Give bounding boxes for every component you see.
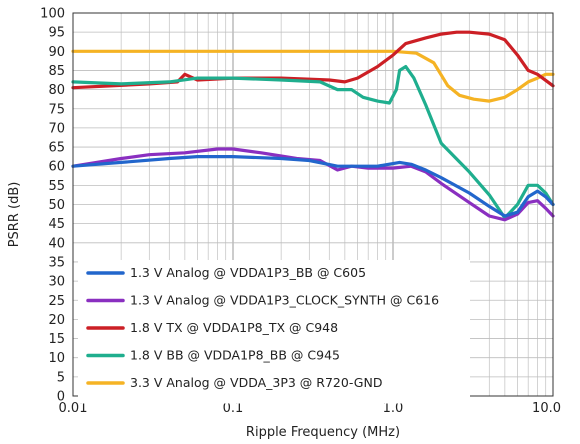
x-axis-label: Ripple Frequency (MHz) xyxy=(246,425,400,440)
y-tick-label: 20 xyxy=(48,313,65,328)
x-tick-label: 0.01 xyxy=(59,401,88,416)
legend-box xyxy=(78,260,470,404)
y-tick-label: 40 xyxy=(48,236,65,251)
y-tick-label: 35 xyxy=(48,255,65,270)
y-tick-label: 65 xyxy=(48,141,65,156)
x-tick-label: 10.0 xyxy=(532,401,561,416)
y-tick-label: 70 xyxy=(48,121,65,136)
series-line-5 xyxy=(71,49,555,103)
y-tick-label: 75 xyxy=(48,102,65,117)
legend-label: 1.8 V BB @ VDDA1P8_BB @ C945 xyxy=(130,348,340,363)
legend-label: 1.8 V TX @ VDDA1P8_TX @ C948 xyxy=(130,320,338,335)
series-line-4 xyxy=(71,65,555,220)
y-tick-label: 85 xyxy=(48,64,65,79)
x-tick-labels: 0.01 0.1 1.0 10.0 xyxy=(59,401,561,416)
y-tick-label: 5 xyxy=(57,370,65,385)
x-tick-label: 0.1 xyxy=(223,401,244,416)
y-tick-label: 15 xyxy=(48,332,65,347)
legend: 1.3 V Analog @ VDDA1P3_BB @ C605 1.3 V An… xyxy=(78,260,470,404)
y-tick-label: 95 xyxy=(48,26,65,41)
legend-label: 1.3 V Analog @ VDDA1P3_CLOCK_SYNTH @ C61… xyxy=(130,293,439,308)
y-tick-labels: 0 5 10 15 20 25 30 35 40 45 50 55 60 65 70 75 80 85 90 95 10… xyxy=(40,7,65,405)
y-tick-label: 50 xyxy=(48,198,65,213)
y-tick-label: 10 xyxy=(48,351,65,366)
y-axis-label: PSRR (dB) xyxy=(7,182,22,248)
y-tick-label: 55 xyxy=(48,179,65,194)
series-line-3 xyxy=(71,30,555,90)
series-line-1 xyxy=(71,155,555,218)
y-tick-label: 45 xyxy=(48,217,65,232)
x-tick-label: 1.0 xyxy=(383,401,404,416)
y-tick-label: 25 xyxy=(48,294,65,309)
y-tick-label: 0 xyxy=(57,390,65,405)
legend-label: 1.3 V Analog @ VDDA1P3_BB @ C605 xyxy=(130,265,366,280)
y-tick-label: 60 xyxy=(48,160,65,175)
y-tick-label: 30 xyxy=(48,275,65,290)
y-tick-label: 80 xyxy=(48,83,65,98)
y-tick-label: 90 xyxy=(48,45,65,60)
legend-label: 3.3 V Analog @ VDDA_3P3 @ R720-GND xyxy=(130,375,382,390)
y-tick-label: 100 xyxy=(40,7,65,22)
series-layer xyxy=(71,30,555,222)
